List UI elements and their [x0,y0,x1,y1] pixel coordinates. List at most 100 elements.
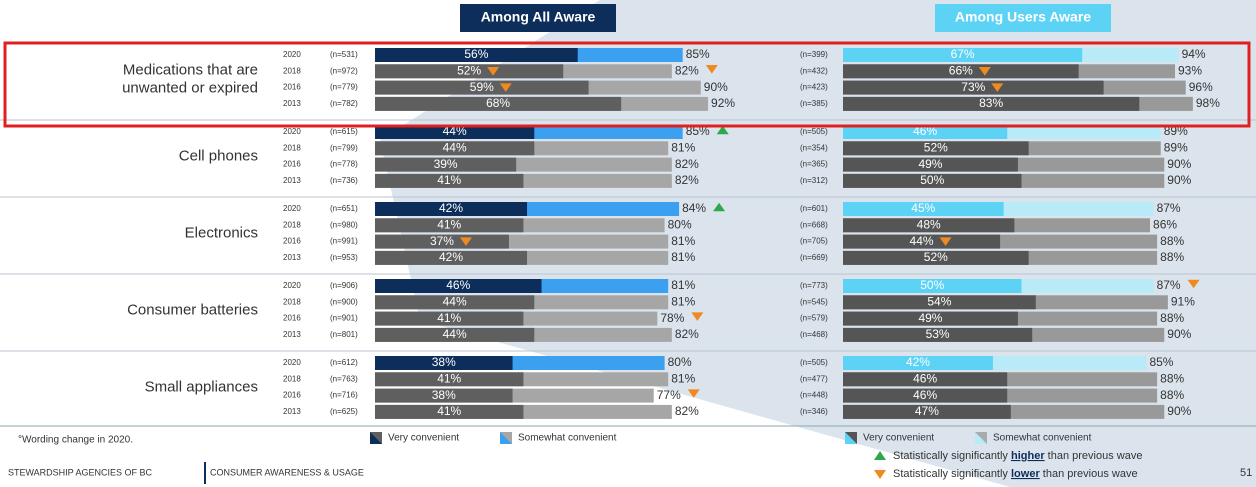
group-label: Consumer batteries [127,301,258,318]
bar-very [843,157,1018,172]
bar-very [843,372,1008,387]
year: 2020 [283,204,301,213]
very-label: 66% [949,63,973,77]
footer: CONSUMER AWARENESS & USAGE [210,467,364,477]
footer: STEWARDSHIP AGENCIES OF BC [8,467,153,477]
group-label-line: Medications that are [123,61,258,78]
year: 2013 [283,407,301,416]
sig-marker [691,312,704,321]
bar-very [843,404,1011,419]
bar-very [375,372,524,387]
year: 2020 [283,50,301,59]
very-label: 49% [918,157,942,171]
very-label: 44% [443,294,467,308]
total-label: 88% [1160,234,1184,248]
sample-size: (n=477) [800,374,828,383]
sig-marker [705,65,718,74]
year: 2013 [283,99,301,108]
sig-marker [487,67,500,76]
panel-title: Among All Aware [481,9,596,25]
year: 2016 [283,83,301,92]
bar-very [843,218,1015,233]
very-label: 42% [906,355,930,369]
panel-title: Among Users Aware [955,9,1091,25]
group-label: Small appliances [145,378,258,395]
sig-marker [716,125,729,135]
sample-size: (n=972) [330,66,358,75]
sample-size: (n=773) [800,281,828,290]
sig-legend-part: lower [1011,468,1040,480]
sample-size: (n=906) [330,281,358,290]
bar-very [375,125,535,139]
sample-size: (n=901) [330,314,358,323]
year: 2018 [283,297,301,306]
sample-size: (n=365) [800,160,828,169]
sample-size: (n=801) [330,330,358,339]
group-label: Electronics [185,224,258,241]
bar-very [843,311,1018,326]
bar-very [843,125,1008,139]
sample-size: (n=651) [330,204,358,213]
total-label: 88% [1160,388,1184,402]
sample-size: (n=615) [330,127,358,136]
year: 2016 [283,237,301,246]
sig-marker [939,237,952,246]
sample-size: (n=953) [330,253,358,262]
very-label: 46% [446,278,470,292]
total-label: 82% [675,404,699,418]
sample-size: (n=669) [800,253,828,262]
sig-marker [713,202,726,212]
very-label: 52% [924,250,948,264]
sample-size: (n=448) [800,391,828,400]
bar-very [375,80,589,95]
very-label: 73% [961,80,985,94]
group-label: Medications that are unwanted or expired [122,61,258,96]
bar-very [843,80,1104,95]
total-label: 81% [671,371,695,385]
sample-size: (n=545) [800,297,828,306]
total-label: 87% [1157,278,1181,292]
very-label: 59% [470,80,494,94]
very-label: 38% [432,355,456,369]
sample-size: (n=980) [330,220,358,229]
bar-very [375,141,535,156]
year: 2016 [283,391,301,400]
sample-size: (n=601) [800,204,828,213]
year: 2020 [283,358,301,367]
very-label: 41% [437,311,461,325]
total-label: 88% [1160,311,1184,325]
very-label: 46% [913,371,937,385]
bar-very [843,279,1022,293]
bar-very [843,202,1004,216]
bar-very [375,279,542,293]
very-label: 41% [437,173,461,187]
sample-size: (n=705) [800,237,828,246]
total-label: 91% [1171,294,1195,308]
total-label: 85% [686,47,710,61]
year: 2013 [283,253,301,262]
sample-size: (n=432) [800,66,828,75]
legend-label: Very convenient [388,433,459,444]
sample-size: (n=423) [800,83,828,92]
rows: Medications that are unwanted or expired 2… [0,47,1256,419]
very-label: 48% [917,217,941,231]
very-label: 44% [443,327,467,341]
very-label: 49% [918,311,942,325]
very-label: 41% [437,371,461,385]
bar-very [375,48,578,62]
very-label: 46% [913,124,937,138]
bar-very [843,96,1140,111]
year: 2020 [283,127,301,136]
total-label: 80% [668,217,692,231]
bar-very [375,96,622,111]
very-label: 53% [926,327,950,341]
bar-very [375,173,524,188]
total-label: 81% [671,250,695,264]
very-label: 50% [920,173,944,187]
group-label-line: Electronics [185,224,258,241]
total-label: 82% [675,157,699,171]
year: 2013 [283,176,301,185]
very-label: 68% [486,96,510,110]
very-label: 52% [457,63,481,77]
bar-very [375,250,528,265]
